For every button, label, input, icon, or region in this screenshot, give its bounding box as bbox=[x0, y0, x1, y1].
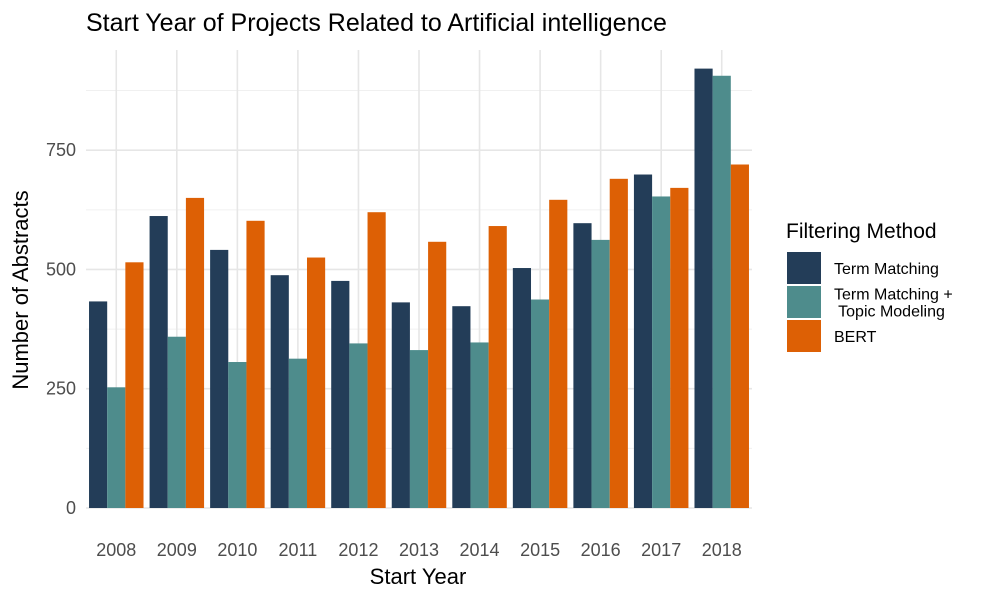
bar bbox=[228, 362, 247, 508]
y-axis-ticks: 0 250 500 750 bbox=[46, 140, 76, 518]
x-tick-label: 2010 bbox=[217, 540, 257, 560]
bar bbox=[573, 223, 592, 508]
chart-title: Start Year of Projects Related to Artifi… bbox=[86, 9, 667, 37]
bar bbox=[670, 187, 689, 509]
bar bbox=[470, 342, 489, 508]
legend-label: Term Matching + Topic Modeling bbox=[834, 287, 953, 321]
bar bbox=[89, 301, 108, 508]
x-tick-label: 2008 bbox=[96, 540, 136, 560]
x-axis-ticks: 2008 2009 2010 2011 2012 2013 2014 2015 2016 2017… bbox=[96, 540, 742, 560]
bar bbox=[609, 178, 628, 508]
legend-key bbox=[787, 252, 821, 284]
bar bbox=[452, 306, 471, 508]
bar bbox=[167, 336, 186, 508]
x-axis-title: Start Year bbox=[370, 564, 467, 589]
bar bbox=[270, 275, 289, 508]
bar bbox=[428, 241, 447, 508]
bar bbox=[512, 268, 532, 508]
legend-label: BERT bbox=[834, 329, 877, 346]
bar bbox=[349, 343, 368, 508]
legend-items: Term Matching Term Matching + Topic Model… bbox=[787, 252, 953, 352]
bar bbox=[694, 68, 713, 508]
bar bbox=[306, 257, 326, 508]
bar bbox=[712, 75, 731, 508]
y-tick-label: 750 bbox=[46, 140, 76, 160]
bar bbox=[288, 358, 307, 508]
bar bbox=[185, 197, 205, 509]
y-axis-title: Number of Abstracts bbox=[8, 190, 33, 389]
x-tick-label: 2013 bbox=[399, 540, 439, 560]
bar bbox=[591, 239, 610, 509]
bar bbox=[210, 249, 229, 508]
bar bbox=[549, 199, 568, 508]
x-tick-label: 2015 bbox=[520, 540, 560, 560]
bar bbox=[488, 226, 507, 508]
bar bbox=[125, 262, 144, 508]
bar bbox=[531, 299, 550, 508]
x-tick-label: 2017 bbox=[641, 540, 681, 560]
legend-key bbox=[787, 286, 821, 318]
bar bbox=[149, 216, 168, 508]
legend-title: Filtering Method bbox=[786, 220, 937, 243]
y-tick-label: 500 bbox=[46, 259, 76, 279]
bars bbox=[89, 68, 749, 509]
bar bbox=[391, 302, 410, 508]
x-tick-label: 2018 bbox=[702, 540, 742, 560]
legend-key bbox=[787, 320, 821, 352]
y-tick-label: 250 bbox=[46, 379, 76, 399]
x-tick-label: 2012 bbox=[338, 540, 378, 560]
bar bbox=[246, 220, 265, 508]
bar bbox=[730, 164, 749, 508]
bar bbox=[367, 212, 386, 509]
y-tick-label: 0 bbox=[66, 498, 76, 518]
bar bbox=[409, 350, 429, 508]
x-tick-label: 2011 bbox=[279, 540, 318, 560]
bar bbox=[107, 387, 126, 508]
bar bbox=[331, 280, 350, 508]
x-tick-label: 2014 bbox=[460, 540, 500, 560]
legend-label: Term Matching bbox=[834, 261, 939, 278]
x-tick-label: 2016 bbox=[581, 540, 621, 560]
bar bbox=[652, 196, 671, 508]
x-tick-label: 2009 bbox=[157, 540, 197, 560]
bar bbox=[633, 174, 653, 509]
